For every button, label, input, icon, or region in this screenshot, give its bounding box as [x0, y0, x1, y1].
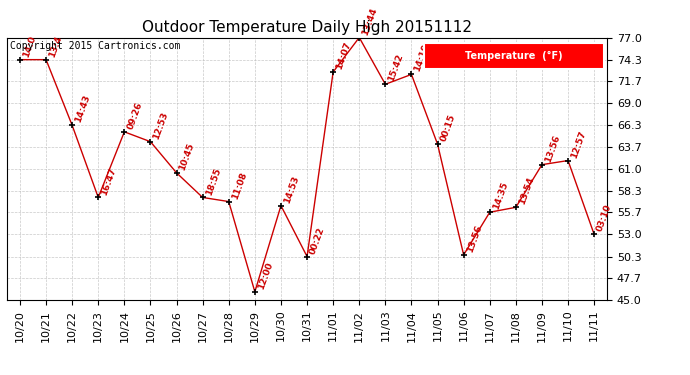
Text: 13:56: 13:56: [465, 224, 483, 254]
Text: 13:4: 13:4: [48, 34, 63, 58]
Text: 14:53: 14:53: [282, 174, 301, 204]
Text: 09:26: 09:26: [126, 100, 144, 130]
Text: 13:56: 13:56: [543, 134, 562, 164]
Text: 14:0: 14:0: [21, 34, 37, 58]
Text: 00:22: 00:22: [308, 225, 326, 255]
Text: 00:15: 00:15: [439, 113, 457, 143]
Text: 14:07: 14:07: [335, 40, 353, 71]
Text: 13:54: 13:54: [518, 176, 535, 206]
Text: 14:19: 14:19: [413, 43, 431, 73]
Text: 11:08: 11:08: [230, 171, 248, 200]
Text: 18:55: 18:55: [204, 166, 222, 196]
Text: 15:42: 15:42: [386, 53, 405, 83]
Title: Outdoor Temperature Daily High 20151112: Outdoor Temperature Daily High 20151112: [142, 20, 472, 35]
Text: 10:45: 10:45: [178, 142, 196, 172]
Text: 16:47: 16:47: [99, 166, 118, 196]
Text: 03:10: 03:10: [595, 203, 613, 233]
Text: 12:00: 12:00: [256, 261, 275, 291]
Text: 12:57: 12:57: [569, 129, 588, 159]
Text: Copyright 2015 Cartronics.com: Copyright 2015 Cartronics.com: [10, 42, 180, 51]
Text: 13:44: 13:44: [361, 6, 379, 36]
Text: 14:43: 14:43: [73, 94, 92, 124]
Text: 14:35: 14:35: [491, 181, 509, 211]
Text: 12:53: 12:53: [152, 111, 170, 141]
